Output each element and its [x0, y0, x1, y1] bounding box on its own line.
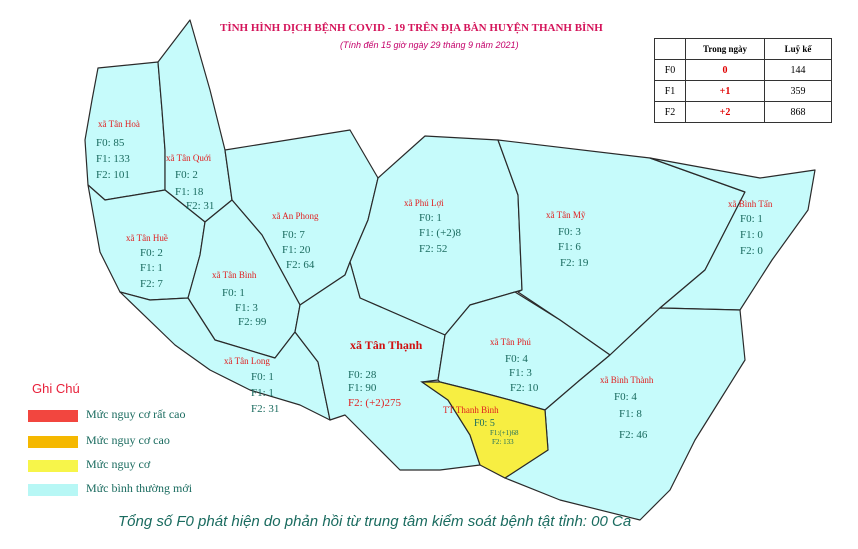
commune-f2: F2: 10: [510, 382, 539, 394]
row-total: 144: [764, 59, 832, 81]
commune-f2: F2: 0: [740, 245, 763, 257]
legend-swatch-high: [28, 436, 78, 448]
row-total: 868: [764, 101, 832, 123]
commune-f1: F1: 90: [348, 382, 377, 394]
commune-f0: F0: 2: [140, 247, 163, 259]
commune-f1: F1: 6: [558, 241, 581, 253]
legend-swatch-very-high: [28, 410, 78, 422]
commune-f2: F2: 19: [560, 257, 589, 269]
commune-f0: F0: 3: [558, 226, 581, 238]
commune-name: xã Tân Phú: [490, 337, 531, 347]
commune-name: xã Bình Thành: [600, 375, 654, 385]
commune-f1: F1: 3: [235, 302, 258, 314]
commune-f0: F0: 85: [96, 137, 125, 149]
footer-note: Tổng số F0 phát hiện do phản hồi từ trun…: [118, 513, 632, 530]
commune-f2: F2: (+2)275: [348, 397, 401, 409]
commune-area-tt-thanh-binh: [420, 381, 549, 479]
commune-f2: F2: 52: [419, 243, 447, 255]
legend-title: Ghi Chú: [32, 381, 80, 396]
commune-f1: F1: 1: [140, 262, 163, 274]
table-header-row: Trong ngày Luỹ kế: [654, 38, 832, 60]
commune-name: xã Tân Hoà: [98, 119, 140, 129]
commune-f2: F2: 7: [140, 278, 163, 290]
commune-f2: F2: 31: [186, 200, 214, 212]
commune-name: xã An Phong: [272, 211, 319, 221]
row-today: +1: [685, 80, 765, 102]
commune-name: xã Tân Bình: [212, 270, 257, 280]
legend-label: Mức nguy cơ: [86, 457, 151, 471]
commune-name: xã Tân Long: [224, 356, 270, 366]
commune-f1: F1: 20: [282, 244, 311, 256]
commune-f2: F2: 64: [286, 259, 315, 271]
row-today: 0: [685, 59, 765, 81]
commune-f0: F0: 1: [251, 371, 274, 383]
commune-f1: F1: 18: [175, 186, 204, 198]
commune-f1: F1: 1: [251, 387, 274, 399]
commune-f1: F1: 133: [96, 153, 130, 165]
commune-name: xã Tân Huề: [126, 233, 168, 243]
commune-f1: F1: 8: [619, 408, 642, 420]
legend-label: Mức nguy cơ rất cao: [86, 407, 186, 421]
commune-labels: xã Tân Hoà F0: 85 F1: 133 F2: 101 xã Tân…: [96, 119, 773, 446]
legend-label: Mức bình thường mới: [86, 481, 193, 495]
legend-swatch-normal: [28, 484, 78, 496]
legend-swatch-risk: [28, 460, 78, 472]
row-label: F2: [654, 101, 686, 123]
commune-name: TT Thanh Bình: [443, 405, 499, 415]
commune-name: xã Tân Quới: [166, 153, 212, 163]
commune-f2: F2: 101: [96, 169, 130, 181]
commune-f0: F0: 4: [505, 353, 528, 365]
commune-f2: F2: 133: [492, 438, 514, 446]
row-total: 359: [764, 80, 832, 102]
stats-table: Trong ngày Luỹ kế F0 0 144 F1 +1 359 F2 …: [654, 38, 832, 123]
commune-f1: F1: 0: [740, 229, 763, 241]
commune-f2: F2: 46: [619, 429, 648, 441]
table-row: F2 +2 868: [654, 101, 832, 123]
map-title: TÌNH HÌNH DỊCH BỆNH COVID - 19 TRÊN ĐỊA …: [220, 22, 603, 34]
commune-f2: F2: 99: [238, 316, 267, 328]
commune-f1: F1:(+1)68: [490, 429, 519, 437]
table-row: F0 0 144: [654, 59, 832, 81]
map-subtitle: (Tính đến 15 giờ ngày 29 tháng 9 năm 202…: [340, 40, 519, 50]
table-header: Trong ngày: [685, 38, 765, 60]
commune-f2: F2: 31: [251, 403, 279, 415]
table-row: F1 +1 359: [654, 80, 832, 102]
commune-f0: F0: 5: [474, 418, 495, 429]
row-label: F0: [654, 59, 686, 81]
commune-name: xã Phú Lợi: [404, 198, 444, 208]
row-label: F1: [654, 80, 686, 102]
commune-f0: F0: 1: [222, 287, 245, 299]
commune-name: xã Bình Tấn: [728, 199, 773, 209]
commune-f0: F0: 1: [419, 212, 442, 224]
commune-f0: F0: 4: [614, 391, 637, 403]
legend-label: Mức nguy cơ cao: [86, 433, 170, 447]
commune-f1: F1: (+2)8: [419, 227, 461, 239]
commune-f0: F0: 1: [740, 213, 763, 225]
table-header: Luỹ kế: [764, 38, 832, 60]
row-today: +2: [685, 101, 765, 123]
commune-f0: F0: 7: [282, 229, 305, 241]
commune-f0: F0: 28: [348, 369, 377, 381]
commune-name: xã Tân Thạnh: [350, 338, 423, 352]
commune-f0: F0: 2: [175, 169, 198, 181]
commune-f1: F1: 3: [509, 367, 532, 379]
table-header: [654, 38, 686, 60]
commune-name: xã Tân Mỹ: [546, 210, 586, 220]
commune-area-binh-tan: [649, 157, 816, 311]
